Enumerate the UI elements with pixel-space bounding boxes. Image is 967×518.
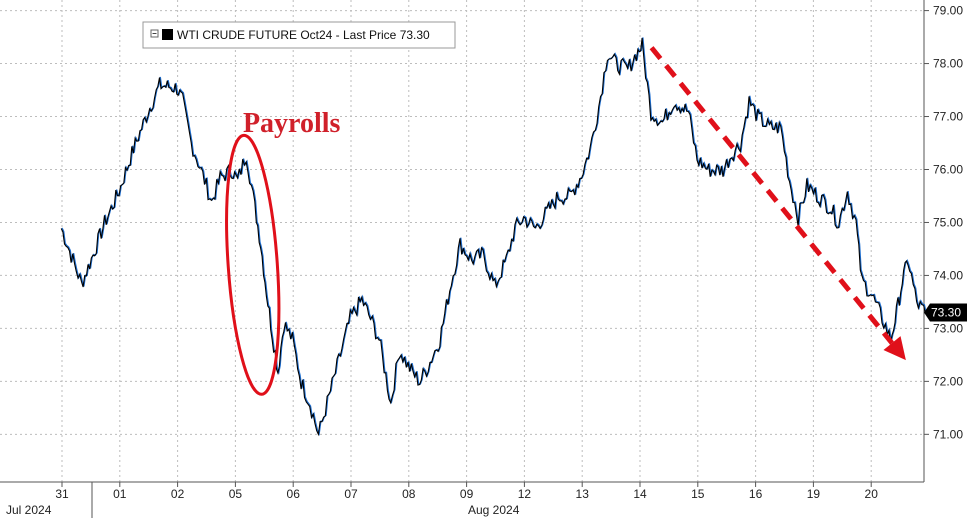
price-line [60,37,926,437]
legend-box [142,21,456,49]
y-tick-label: 74.00 [933,268,963,282]
x-tick-label: 02 [171,487,185,501]
payrolls-ellipse [225,133,281,396]
x-tick-label: 05 [229,487,243,501]
x-tick-label: 09 [460,487,474,501]
x-tick-label: 31 [55,487,69,501]
y-tick-label: 75.00 [933,215,963,229]
x-tick-label: 08 [402,487,416,501]
last-price-label: 73.30 [931,306,961,320]
last-price-tag: 73.30 [924,303,967,322]
y-tick-label: 77.00 [933,110,963,124]
y-tick-label: 79.00 [933,4,963,18]
price-line-highlight [61,37,927,436]
y-tick-label: 76.00 [933,162,963,176]
downtrend-arrow [649,46,894,345]
legend: WTI CRUDE FUTURE Oct24 - Last Price 73.3… [142,21,456,49]
last-price-marker [924,303,967,322]
downtrend-arrowhead [883,336,906,361]
y-tick-label: 73.00 [933,321,963,335]
x-tick-label: 15 [691,487,705,501]
x-tick-label: 13 [576,487,590,501]
x-tick-label: 20 [865,487,879,501]
x-tick-label: 16 [749,487,763,501]
x-axis-ticks: 31 01 02 05 06 07 08 09 12 13 14 15 16 19 20 [55,482,878,501]
price-series [60,37,927,437]
x-tick-label: 19 [807,487,821,501]
x-tick-label: 12 [518,487,532,501]
payrolls-annotation: Payrolls [243,108,341,139]
y-tick-label: 78.00 [933,57,963,71]
annotations: Payrolls [225,46,906,396]
legend-label: WTI CRUDE FUTURE Oct24 - Last Price 73.3… [177,28,430,42]
y-tick-label: 71.00 [933,427,963,441]
month-label-jul: Jul 2024 [6,503,52,517]
y-tick-label: 72.00 [933,374,963,388]
y-axis-ticks: 71.00 72.00 73.00 74.00 75.00 76.00 77.00 78.00… [924,4,963,441]
month-label-aug: Aug 2024 [468,503,520,517]
x-tick-label: 06 [287,487,301,501]
gridlines [0,0,924,482]
legend-swatch [162,29,173,40]
x-tick-label: 14 [633,487,647,501]
x-tick-label: 07 [344,487,358,501]
x-tick-label: 01 [113,487,127,501]
